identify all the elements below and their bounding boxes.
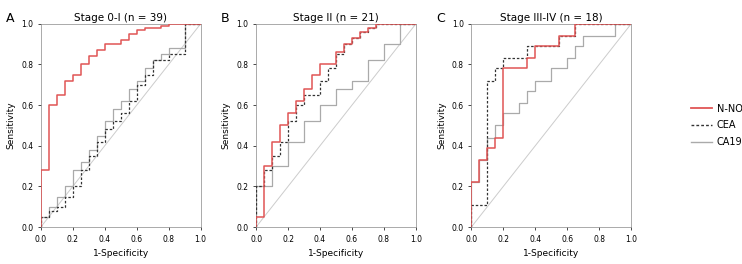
Title: Stage II (n = 21): Stage II (n = 21) xyxy=(293,13,379,23)
Title: Stage 0-I (n = 39): Stage 0-I (n = 39) xyxy=(74,13,167,23)
Y-axis label: Sensitivity: Sensitivity xyxy=(222,102,231,149)
Y-axis label: Sensitivity: Sensitivity xyxy=(7,102,16,149)
Legend: N-NOSE, CEA, CA19-9: N-NOSE, CEA, CA19-9 xyxy=(686,100,742,151)
Text: C: C xyxy=(436,12,445,25)
Title: Stage III-IV (n = 18): Stage III-IV (n = 18) xyxy=(500,13,603,23)
Y-axis label: Sensitivity: Sensitivity xyxy=(437,102,446,149)
X-axis label: 1-Specificity: 1-Specificity xyxy=(93,249,149,258)
Text: A: A xyxy=(6,12,14,25)
X-axis label: 1-Specificity: 1-Specificity xyxy=(523,249,580,258)
X-axis label: 1-Specificity: 1-Specificity xyxy=(308,249,364,258)
Text: B: B xyxy=(221,12,229,25)
